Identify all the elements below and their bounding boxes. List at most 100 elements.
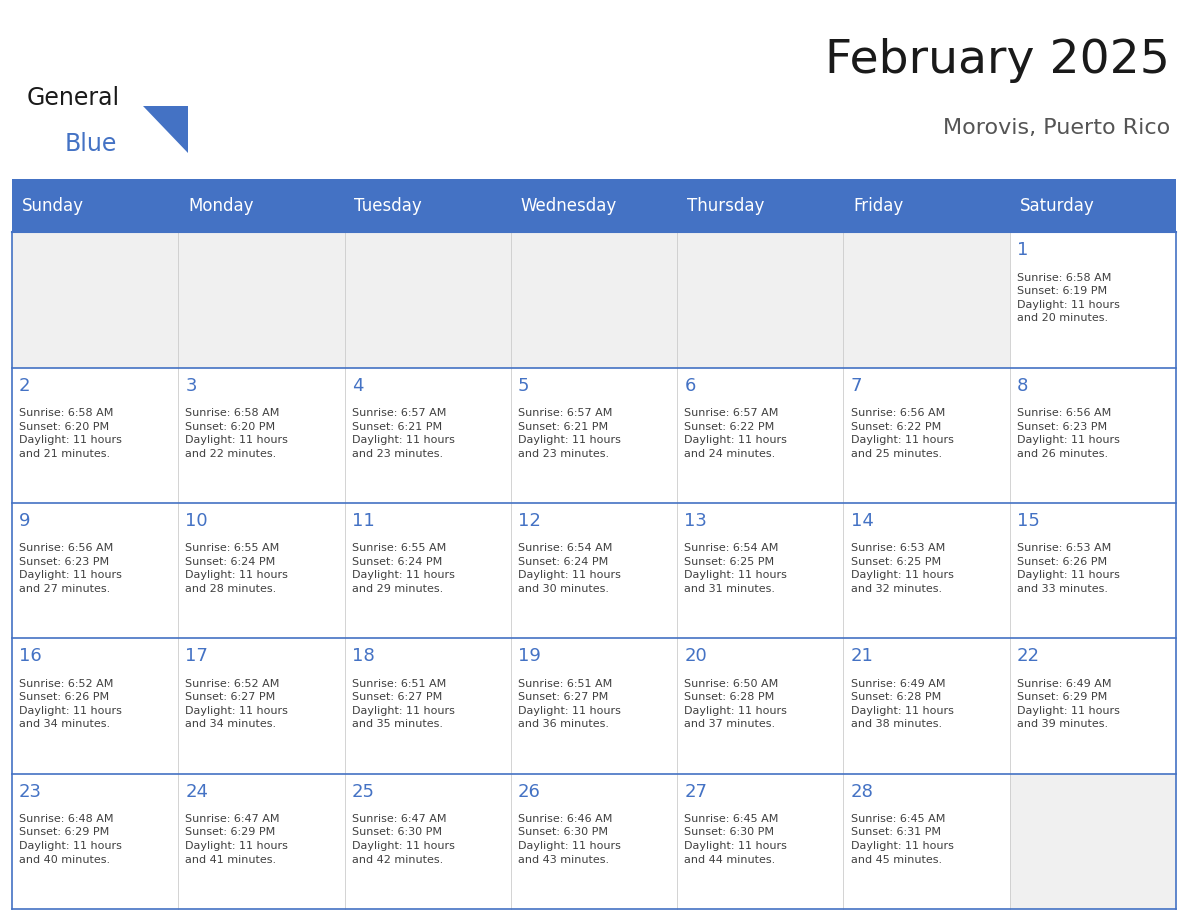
Text: 2: 2 [19,376,31,395]
Text: 22: 22 [1017,647,1040,666]
FancyBboxPatch shape [677,638,843,774]
Text: 17: 17 [185,647,208,666]
Text: Sunrise: 6:45 AM
Sunset: 6:30 PM
Daylight: 11 hours
and 44 minutes.: Sunrise: 6:45 AM Sunset: 6:30 PM Dayligh… [684,814,788,865]
FancyBboxPatch shape [1010,774,1176,909]
FancyBboxPatch shape [345,774,511,909]
Text: 23: 23 [19,783,42,800]
Text: Sunrise: 6:47 AM
Sunset: 6:29 PM
Daylight: 11 hours
and 41 minutes.: Sunrise: 6:47 AM Sunset: 6:29 PM Dayligh… [185,814,289,865]
Text: 24: 24 [185,783,208,800]
Text: Sunrise: 6:58 AM
Sunset: 6:20 PM
Daylight: 11 hours
and 21 minutes.: Sunrise: 6:58 AM Sunset: 6:20 PM Dayligh… [19,408,122,459]
Text: February 2025: February 2025 [826,38,1170,83]
FancyBboxPatch shape [511,638,677,774]
FancyBboxPatch shape [12,638,178,774]
Text: Sunrise: 6:52 AM
Sunset: 6:26 PM
Daylight: 11 hours
and 34 minutes.: Sunrise: 6:52 AM Sunset: 6:26 PM Dayligh… [19,678,122,730]
Text: Sunrise: 6:56 AM
Sunset: 6:23 PM
Daylight: 11 hours
and 26 minutes.: Sunrise: 6:56 AM Sunset: 6:23 PM Dayligh… [1017,408,1120,459]
Text: General: General [26,86,119,110]
Text: 9: 9 [19,512,31,530]
Text: Blue: Blue [64,132,116,156]
Text: Sunrise: 6:56 AM
Sunset: 6:23 PM
Daylight: 11 hours
and 27 minutes.: Sunrise: 6:56 AM Sunset: 6:23 PM Dayligh… [19,543,122,594]
Text: 15: 15 [1017,512,1040,530]
Text: Sunrise: 6:52 AM
Sunset: 6:27 PM
Daylight: 11 hours
and 34 minutes.: Sunrise: 6:52 AM Sunset: 6:27 PM Dayligh… [185,678,289,730]
Text: Sunrise: 6:48 AM
Sunset: 6:29 PM
Daylight: 11 hours
and 40 minutes.: Sunrise: 6:48 AM Sunset: 6:29 PM Dayligh… [19,814,122,865]
FancyBboxPatch shape [677,503,843,638]
Text: Sunrise: 6:58 AM
Sunset: 6:19 PM
Daylight: 11 hours
and 20 minutes.: Sunrise: 6:58 AM Sunset: 6:19 PM Dayligh… [1017,273,1120,323]
Text: 14: 14 [851,512,873,530]
Text: Sunrise: 6:55 AM
Sunset: 6:24 PM
Daylight: 11 hours
and 28 minutes.: Sunrise: 6:55 AM Sunset: 6:24 PM Dayligh… [185,543,289,594]
Text: 28: 28 [851,783,873,800]
Text: Sunrise: 6:47 AM
Sunset: 6:30 PM
Daylight: 11 hours
and 42 minutes.: Sunrise: 6:47 AM Sunset: 6:30 PM Dayligh… [352,814,455,865]
FancyBboxPatch shape [1010,232,1176,367]
Text: Tuesday: Tuesday [354,196,422,215]
Polygon shape [143,106,188,153]
FancyBboxPatch shape [1010,367,1176,503]
Text: Morovis, Puerto Rico: Morovis, Puerto Rico [943,118,1170,138]
Text: 18: 18 [352,647,374,666]
FancyBboxPatch shape [843,503,1010,638]
FancyBboxPatch shape [843,367,1010,503]
FancyBboxPatch shape [178,638,345,774]
Text: 6: 6 [684,376,696,395]
Text: Monday: Monday [188,196,254,215]
Text: Friday: Friday [853,196,904,215]
FancyBboxPatch shape [12,367,178,503]
Text: Sunday: Sunday [21,196,84,215]
FancyBboxPatch shape [511,367,677,503]
Text: Sunrise: 6:49 AM
Sunset: 6:29 PM
Daylight: 11 hours
and 39 minutes.: Sunrise: 6:49 AM Sunset: 6:29 PM Dayligh… [1017,678,1120,730]
Text: Saturday: Saturday [1019,196,1094,215]
Text: 1: 1 [1017,241,1029,260]
Text: 5: 5 [518,376,530,395]
FancyBboxPatch shape [12,179,1176,232]
Text: Sunrise: 6:54 AM
Sunset: 6:25 PM
Daylight: 11 hours
and 31 minutes.: Sunrise: 6:54 AM Sunset: 6:25 PM Dayligh… [684,543,788,594]
Text: 26: 26 [518,783,541,800]
Text: Sunrise: 6:51 AM
Sunset: 6:27 PM
Daylight: 11 hours
and 35 minutes.: Sunrise: 6:51 AM Sunset: 6:27 PM Dayligh… [352,678,455,730]
FancyBboxPatch shape [345,232,511,367]
Text: 21: 21 [851,647,873,666]
Text: 11: 11 [352,512,374,530]
Text: Thursday: Thursday [687,196,765,215]
FancyBboxPatch shape [511,503,677,638]
Text: Sunrise: 6:55 AM
Sunset: 6:24 PM
Daylight: 11 hours
and 29 minutes.: Sunrise: 6:55 AM Sunset: 6:24 PM Dayligh… [352,543,455,594]
FancyBboxPatch shape [178,774,345,909]
Text: Sunrise: 6:46 AM
Sunset: 6:30 PM
Daylight: 11 hours
and 43 minutes.: Sunrise: 6:46 AM Sunset: 6:30 PM Dayligh… [518,814,621,865]
FancyBboxPatch shape [677,232,843,367]
FancyBboxPatch shape [843,232,1010,367]
Text: 12: 12 [518,512,541,530]
Text: 13: 13 [684,512,707,530]
Text: Wednesday: Wednesday [520,196,617,215]
FancyBboxPatch shape [511,774,677,909]
Text: 3: 3 [185,376,197,395]
FancyBboxPatch shape [178,367,345,503]
Text: 10: 10 [185,512,208,530]
FancyBboxPatch shape [178,232,345,367]
Text: Sunrise: 6:50 AM
Sunset: 6:28 PM
Daylight: 11 hours
and 37 minutes.: Sunrise: 6:50 AM Sunset: 6:28 PM Dayligh… [684,678,788,730]
Text: 19: 19 [518,647,541,666]
FancyBboxPatch shape [178,503,345,638]
Text: 16: 16 [19,647,42,666]
FancyBboxPatch shape [843,638,1010,774]
Text: Sunrise: 6:57 AM
Sunset: 6:21 PM
Daylight: 11 hours
and 23 minutes.: Sunrise: 6:57 AM Sunset: 6:21 PM Dayligh… [518,408,621,459]
FancyBboxPatch shape [843,774,1010,909]
FancyBboxPatch shape [677,774,843,909]
FancyBboxPatch shape [1010,503,1176,638]
FancyBboxPatch shape [345,367,511,503]
Text: Sunrise: 6:54 AM
Sunset: 6:24 PM
Daylight: 11 hours
and 30 minutes.: Sunrise: 6:54 AM Sunset: 6:24 PM Dayligh… [518,543,621,594]
Text: 4: 4 [352,376,364,395]
FancyBboxPatch shape [345,503,511,638]
FancyBboxPatch shape [511,232,677,367]
Text: 7: 7 [851,376,862,395]
Text: Sunrise: 6:51 AM
Sunset: 6:27 PM
Daylight: 11 hours
and 36 minutes.: Sunrise: 6:51 AM Sunset: 6:27 PM Dayligh… [518,678,621,730]
Text: Sunrise: 6:56 AM
Sunset: 6:22 PM
Daylight: 11 hours
and 25 minutes.: Sunrise: 6:56 AM Sunset: 6:22 PM Dayligh… [851,408,954,459]
FancyBboxPatch shape [12,774,178,909]
Text: 8: 8 [1017,376,1029,395]
Text: Sunrise: 6:57 AM
Sunset: 6:21 PM
Daylight: 11 hours
and 23 minutes.: Sunrise: 6:57 AM Sunset: 6:21 PM Dayligh… [352,408,455,459]
Text: 20: 20 [684,647,707,666]
Text: Sunrise: 6:58 AM
Sunset: 6:20 PM
Daylight: 11 hours
and 22 minutes.: Sunrise: 6:58 AM Sunset: 6:20 PM Dayligh… [185,408,289,459]
Text: Sunrise: 6:45 AM
Sunset: 6:31 PM
Daylight: 11 hours
and 45 minutes.: Sunrise: 6:45 AM Sunset: 6:31 PM Dayligh… [851,814,954,865]
FancyBboxPatch shape [12,503,178,638]
FancyBboxPatch shape [345,638,511,774]
Text: 27: 27 [684,783,707,800]
Text: 25: 25 [352,783,374,800]
FancyBboxPatch shape [12,232,178,367]
Text: Sunrise: 6:53 AM
Sunset: 6:26 PM
Daylight: 11 hours
and 33 minutes.: Sunrise: 6:53 AM Sunset: 6:26 PM Dayligh… [1017,543,1120,594]
Text: Sunrise: 6:53 AM
Sunset: 6:25 PM
Daylight: 11 hours
and 32 minutes.: Sunrise: 6:53 AM Sunset: 6:25 PM Dayligh… [851,543,954,594]
